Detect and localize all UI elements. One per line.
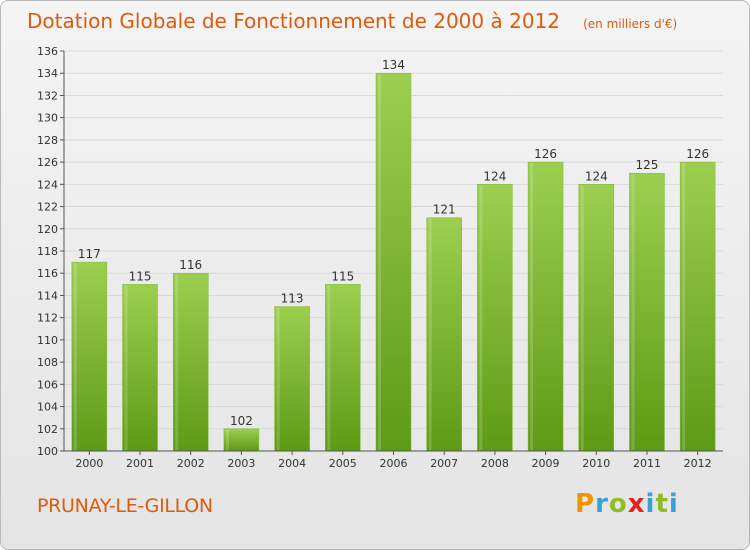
- bar-2005: [325, 284, 361, 452]
- y-tick-label: 122: [37, 201, 58, 214]
- axes: 1001021041061081101121141161181201221241…: [37, 45, 723, 470]
- data-label: 115: [331, 269, 354, 283]
- data-label: 126: [534, 147, 557, 161]
- y-tick-label: 104: [37, 401, 58, 414]
- bar-2006: [375, 72, 412, 452]
- y-tick-label: 114: [37, 289, 58, 302]
- x-tick-label: 2000: [75, 457, 103, 470]
- data-label: 121: [433, 203, 456, 217]
- y-tick-label: 132: [37, 89, 58, 102]
- x-tick-label: 2009: [532, 457, 560, 470]
- y-tick-label: 134: [37, 67, 58, 80]
- x-tick-label: 2001: [126, 457, 154, 470]
- x-tick-label: 2011: [633, 457, 661, 470]
- y-tick-label: 120: [37, 223, 58, 236]
- bar-2003: [223, 428, 260, 452]
- data-label: 117: [78, 247, 101, 261]
- x-tick-label: 2006: [380, 457, 408, 470]
- y-tick-label: 106: [37, 378, 58, 391]
- x-tick-label: 2007: [430, 457, 458, 470]
- chart-title: Dotation Globale de Fonctionnement de 20…: [27, 9, 560, 33]
- x-tick-label: 2003: [227, 457, 255, 470]
- bar-2002: [172, 272, 209, 452]
- proxiti-logo[interactable]: Proxiti: [575, 489, 679, 519]
- chart-title-row: Dotation Globale de Fonctionnement de 20…: [27, 9, 677, 33]
- y-tick-label: 124: [37, 178, 58, 191]
- x-tick-label: 2005: [329, 457, 357, 470]
- y-tick-label: 110: [37, 334, 58, 347]
- bar-highlight: [175, 274, 179, 450]
- y-tick-label: 130: [37, 112, 58, 125]
- data-label: 115: [129, 269, 152, 283]
- bar-highlight: [479, 185, 483, 451]
- data-label: 113: [281, 292, 304, 306]
- data-label: 124: [483, 169, 506, 183]
- y-tick-label: 116: [37, 267, 58, 280]
- bar-2001: [122, 284, 158, 452]
- data-label: 134: [382, 58, 405, 72]
- y-tick-label: 128: [37, 134, 58, 147]
- data-label: 126: [686, 147, 709, 161]
- bar-2012: [679, 161, 716, 452]
- bar-highlight: [530, 163, 534, 450]
- x-tick-label: 2004: [278, 457, 306, 470]
- data-label: 102: [230, 414, 253, 428]
- data-label: 124: [585, 169, 608, 183]
- bar-highlight: [124, 285, 128, 450]
- x-tick-label: 2010: [582, 457, 610, 470]
- chart-unit-note: (en milliers d'€): [583, 17, 678, 31]
- bar-highlight: [327, 285, 331, 450]
- bar-2009: [527, 161, 564, 452]
- x-tick-label: 2002: [177, 457, 205, 470]
- bar-2011: [629, 172, 665, 452]
- bar-highlight: [73, 263, 77, 450]
- y-tick-label: 126: [37, 156, 58, 169]
- bar-highlight: [580, 185, 584, 451]
- bar-highlight: [378, 74, 381, 450]
- y-tick-label: 112: [37, 312, 58, 325]
- x-tick-label: 2008: [481, 457, 509, 470]
- bar-highlight: [631, 174, 635, 450]
- y-tick-label: 118: [37, 245, 58, 258]
- bar-2007: [426, 217, 462, 452]
- bar-highlight: [682, 163, 686, 450]
- bar-2000: [71, 261, 108, 452]
- bar-highlight: [225, 429, 229, 450]
- y-tick-label: 108: [37, 356, 58, 369]
- data-label: 125: [636, 158, 659, 172]
- bar-highlight: [428, 218, 432, 450]
- bar-2004: [274, 306, 310, 452]
- data-label: 116: [179, 258, 202, 272]
- data-labels: 117 115 116 102 113 115 134 121 124 126 124 125 126: [78, 58, 709, 428]
- bar-highlight: [276, 307, 280, 450]
- x-tick-label: 2012: [684, 457, 712, 470]
- commune-name: PRUNAY-LE-GILLON: [37, 495, 213, 517]
- bar-2008: [477, 184, 513, 452]
- y-tick-label: 136: [37, 45, 58, 58]
- bar-2010: [578, 184, 615, 452]
- bars: [71, 72, 716, 452]
- y-tick-label: 100: [37, 445, 58, 458]
- y-tick-label: 102: [37, 423, 58, 436]
